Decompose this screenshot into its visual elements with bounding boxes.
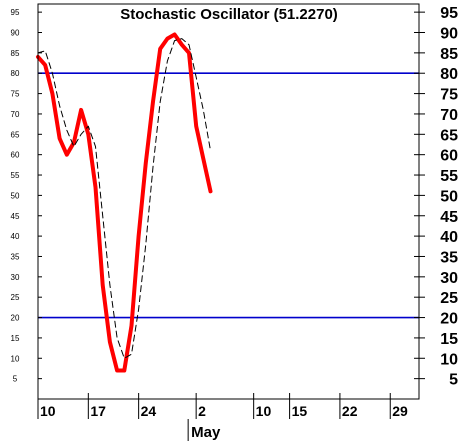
right-tick-label: 35 bbox=[440, 249, 458, 266]
x-tick-label: 15 bbox=[292, 403, 308, 419]
right-tick-label: 20 bbox=[440, 311, 458, 328]
left-tick-label: 10 bbox=[11, 354, 20, 363]
left-tick-label: 85 bbox=[11, 49, 20, 58]
series-layer bbox=[36, 32, 213, 373]
left-tick-label: 25 bbox=[11, 293, 20, 302]
left-y-axis: 5 10 15 20 25 30 35 40 45 50 55 60 65 70 75 80 85 90 95 bbox=[11, 8, 42, 384]
right-tick-label: 40 bbox=[440, 229, 458, 246]
x-tick-label: 24 bbox=[141, 403, 157, 419]
left-tick-label: 90 bbox=[11, 29, 20, 38]
x-tick-label: 10 bbox=[256, 403, 272, 419]
x-axis: 10 17 24 2 10 15 22 29 bbox=[37, 393, 408, 441]
right-tick-label: 25 bbox=[440, 290, 458, 307]
plot-frame bbox=[37, 3, 420, 400]
right-tick-label: 5 bbox=[449, 372, 458, 389]
right-tick-label: 85 bbox=[440, 46, 458, 63]
left-tick-label: 5 bbox=[13, 375, 18, 384]
reference-lines bbox=[38, 72, 419, 319]
right-tick-label: 30 bbox=[440, 270, 458, 287]
left-tick-label: 15 bbox=[11, 334, 20, 343]
left-tick-label: 55 bbox=[11, 171, 20, 180]
right-tick-label: 75 bbox=[440, 87, 458, 104]
right-y-axis: 5 10 15 20 25 30 35 40 45 50 55 60 65 70 75 80 85 90 95 bbox=[414, 5, 458, 389]
right-tick-label: 70 bbox=[440, 107, 458, 124]
right-tick-label: 15 bbox=[440, 331, 458, 348]
left-tick-label: 60 bbox=[11, 151, 20, 160]
x-tick-label: 22 bbox=[342, 403, 358, 419]
left-tick-label: 80 bbox=[11, 69, 20, 78]
series-line-signal bbox=[37, 38, 211, 359]
x-tick-label: 2 bbox=[198, 403, 206, 419]
right-tick-label: 60 bbox=[440, 148, 458, 165]
left-tick-label: 45 bbox=[11, 212, 20, 221]
right-tick-label: 95 bbox=[440, 5, 458, 22]
left-tick-label: 20 bbox=[11, 314, 20, 323]
left-tick-label: 95 bbox=[11, 8, 20, 17]
right-tick-label: 80 bbox=[440, 66, 458, 83]
right-tick-label: 65 bbox=[440, 127, 458, 144]
left-tick-label: 70 bbox=[11, 110, 20, 119]
chart-title: Stochastic Oscillator (51.2270) bbox=[120, 6, 338, 23]
x-tick-label: 17 bbox=[90, 403, 106, 419]
series-line-main bbox=[36, 32, 213, 373]
right-tick-label: 10 bbox=[440, 351, 458, 368]
left-tick-label: 65 bbox=[11, 130, 20, 139]
left-tick-label: 30 bbox=[11, 273, 20, 282]
x-tick-label: 10 bbox=[40, 403, 56, 419]
left-tick-label: 50 bbox=[11, 191, 20, 200]
right-tick-label: 50 bbox=[440, 188, 458, 205]
right-tick-label: 45 bbox=[440, 209, 458, 226]
x-tick-label: 29 bbox=[392, 403, 408, 419]
left-tick-label: 75 bbox=[11, 90, 20, 99]
right-tick-label: 90 bbox=[440, 26, 458, 43]
x-month-label: May bbox=[191, 424, 221, 441]
right-tick-label: 55 bbox=[440, 168, 458, 185]
left-tick-label: 40 bbox=[11, 232, 20, 241]
left-tick-label: 35 bbox=[11, 252, 20, 261]
